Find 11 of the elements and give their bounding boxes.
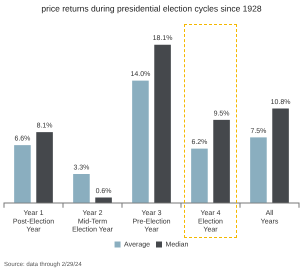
bar [250, 137, 267, 203]
chart-title: price returns during presidential election cycles since 1928 [41, 3, 262, 14]
bar [154, 44, 171, 203]
bar [95, 198, 112, 203]
bar [213, 120, 230, 203]
bar [14, 145, 31, 203]
bar [73, 174, 90, 203]
bar [191, 148, 208, 203]
bar [132, 80, 149, 203]
bar [272, 108, 289, 203]
bar [36, 132, 53, 203]
